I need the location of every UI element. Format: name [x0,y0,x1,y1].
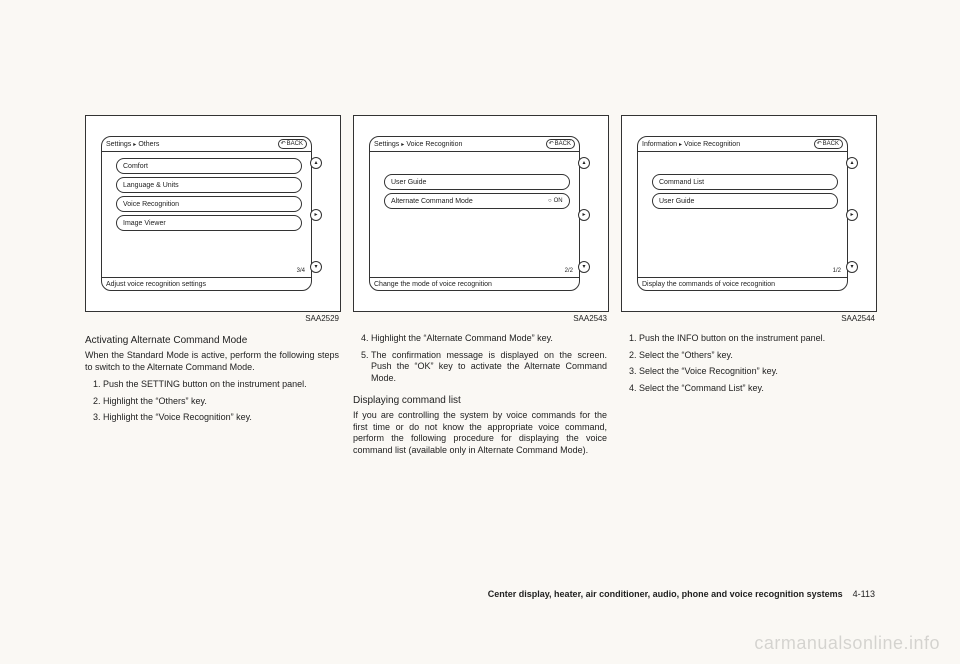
on-dot-icon: ○ [548,198,552,204]
breadcrumb-sep-icon: ▸ [679,141,682,148]
menu-item-label: Image Viewer [123,220,166,227]
menu-item[interactable]: Language & Units [116,177,302,193]
footer-page-number: 4-113 [853,589,875,599]
menu-item[interactable]: Comfort [116,158,302,174]
step-item: Select the “Others” key. [639,350,875,362]
screen-footer: Change the mode of voice recognition [370,277,579,290]
screen-figure-1: Settings ▸ Others ↶ BACK Comfort Languag… [85,115,341,312]
scroll-up-icon[interactable]: ▴ [846,157,858,169]
menu-item[interactable]: User Guide [652,193,838,209]
breadcrumb-part: Settings [374,141,399,148]
scroll-right-icon[interactable]: ▸ [578,209,590,221]
breadcrumb-part: Voice Recognition [684,141,740,148]
breadcrumb-part: Voice Recognition [406,141,462,148]
step-item: Select the “Command List” key. [639,383,875,395]
menu-item-label: Language & Units [123,182,179,189]
step-list: Highlight the “Alternate Command Mode” k… [353,333,607,389]
step-list: Push the INFO button on the instrument p… [621,333,875,399]
step-item: The confirmation message is displayed on… [371,350,607,385]
step-list: Push the SETTING button on the instrumen… [85,379,339,429]
column-2: Settings ▸ Voice Recognition ↶ BACK User… [353,115,607,584]
menu-item-label: User Guide [659,198,694,205]
scroll-up-icon[interactable]: ▴ [578,157,590,169]
back-label: BACK [555,140,571,148]
figure-code: SAA2543 [353,314,607,323]
back-label: BACK [823,140,839,148]
section-heading: Displaying command list [353,395,607,406]
on-label: ON [554,198,563,204]
breadcrumb-sep-icon: ▸ [133,141,136,148]
menu-item-label: Alternate Command Mode [391,198,473,205]
breadcrumb-part: Information [642,141,677,148]
paragraph: When the Standard Mode is active, perfor… [85,350,339,373]
pager-label: 1/2 [833,268,841,274]
menu-item[interactable]: Image Viewer [116,215,302,231]
page-footer: Center display, heater, air conditioner,… [488,589,875,599]
screen-breadcrumb: Settings ▸ Others ↶ BACK [102,137,311,152]
scroll-right-icon[interactable]: ▸ [846,209,858,221]
step-item: Push the SETTING button on the instrumen… [103,379,339,391]
page-content: Settings ▸ Others ↶ BACK Comfort Languag… [85,115,875,584]
scroll-down-icon[interactable]: ▾ [846,261,858,273]
scroll-arrow-group: ▴ ▸ ▾ [847,157,857,273]
menu-item[interactable]: Alternate Command Mode ○ ON [384,193,570,209]
back-button[interactable]: ↶ BACK [278,139,307,149]
column-1: Settings ▸ Others ↶ BACK Comfort Languag… [85,115,339,584]
step-item: Highlight the “Alternate Command Mode” k… [371,333,607,345]
menu-item[interactable]: User Guide [384,174,570,190]
watermark: carmanualsonline.info [754,633,940,654]
screen-breadcrumb: Information ▸ Voice Recognition ↶ BACK [638,137,847,152]
menu-body: Command List User Guide [638,152,847,277]
figure-code: SAA2544 [621,314,875,323]
screen-footer-text: Adjust voice recognition settings [106,281,206,288]
scroll-arrow-group: ▴ ▸ ▾ [311,157,321,273]
menu-item-label: Command List [659,179,704,186]
screen-panel: Settings ▸ Voice Recognition ↶ BACK User… [369,136,580,291]
breadcrumb-part: Settings [106,141,131,148]
scroll-down-icon[interactable]: ▾ [578,261,590,273]
column-3: Information ▸ Voice Recognition ↶ BACK C… [621,115,875,584]
back-button[interactable]: ↶ BACK [814,139,843,149]
menu-body: Comfort Language & Units Voice Recogniti… [102,152,311,277]
scroll-up-icon[interactable]: ▴ [310,157,322,169]
step-item: Select the “Voice Recognition” key. [639,366,875,378]
menu-body: User Guide Alternate Command Mode ○ ON [370,152,579,277]
figure-code: SAA2529 [85,314,339,323]
menu-item-label: Voice Recognition [123,201,179,208]
back-arrow-icon: ↶ [549,140,554,148]
scroll-down-icon[interactable]: ▾ [310,261,322,273]
footer-section: Center display, heater, air conditioner,… [488,589,843,599]
step-item: Highlight the “Others” key. [103,396,339,408]
section-heading: Activating Alternate Command Mode [85,335,339,346]
back-label: BACK [287,140,303,148]
screen-figure-2: Settings ▸ Voice Recognition ↶ BACK User… [353,115,609,312]
breadcrumb-part: Others [138,141,159,148]
screen-footer: Display the commands of voice recognitio… [638,277,847,290]
screen-panel: Settings ▸ Others ↶ BACK Comfort Languag… [101,136,312,291]
screen-footer-text: Change the mode of voice recognition [374,281,492,288]
screen-panel: Information ▸ Voice Recognition ↶ BACK C… [637,136,848,291]
pager-label: 3/4 [297,268,305,274]
screen-footer-text: Display the commands of voice recognitio… [642,281,775,288]
screen-figure-3: Information ▸ Voice Recognition ↶ BACK C… [621,115,877,312]
menu-item[interactable]: Voice Recognition [116,196,302,212]
paragraph: If you are controlling the system by voi… [353,410,607,456]
menu-item-label: User Guide [391,179,426,186]
menu-item[interactable]: Command List [652,174,838,190]
breadcrumb-sep-icon: ▸ [401,141,404,148]
on-indicator: ○ ON [548,198,563,204]
pager-label: 2/2 [565,268,573,274]
back-arrow-icon: ↶ [817,140,822,148]
step-item: Push the INFO button on the instrument p… [639,333,875,345]
back-arrow-icon: ↶ [281,140,286,148]
screen-breadcrumb: Settings ▸ Voice Recognition ↶ BACK [370,137,579,152]
scroll-arrow-group: ▴ ▸ ▾ [579,157,589,273]
scroll-right-icon[interactable]: ▸ [310,209,322,221]
step-item: Highlight the “Voice Recognition” key. [103,412,339,424]
screen-footer: Adjust voice recognition settings [102,277,311,290]
back-button[interactable]: ↶ BACK [546,139,575,149]
menu-item-label: Comfort [123,163,148,170]
